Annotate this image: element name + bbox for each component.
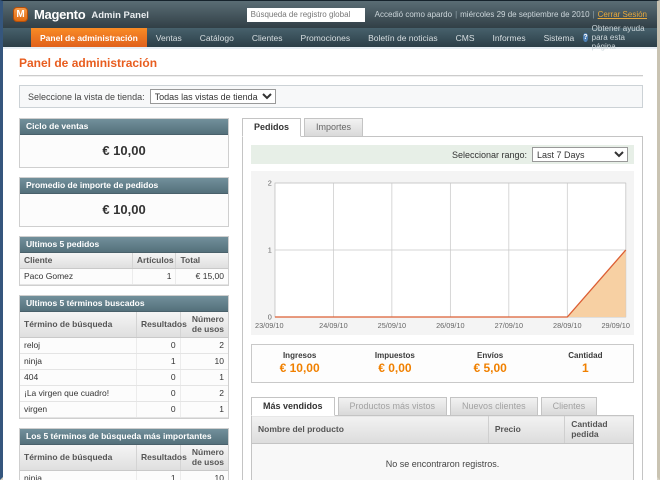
nav-item-clientes[interactable]: Clientes	[251, 33, 283, 43]
average-orders-box: Promedio de importe de pedidos € 10,00	[19, 177, 229, 227]
svg-text:27/09/10: 27/09/10	[495, 322, 524, 330]
svg-text:0: 0	[268, 314, 272, 322]
nav-item-catalogo[interactable]: Catálogo	[199, 33, 234, 43]
store-view-switcher: Seleccione la vista de tienda: Todas las…	[19, 85, 643, 108]
column-header[interactable]: Término de búsqueda	[20, 312, 137, 338]
table-row: virgen 0 1	[20, 401, 228, 418]
table-row: ninja 1 10	[20, 353, 228, 370]
column-header[interactable]: Artículos	[132, 253, 177, 269]
table-row: reloj 0 2	[20, 337, 228, 354]
global-search-input[interactable]	[246, 7, 365, 22]
tab-importes[interactable]: Importes	[304, 118, 364, 137]
lifetime-sales-title: Ciclo de ventas	[20, 119, 228, 135]
column-header[interactable]: Precio	[488, 415, 566, 444]
chart-tabs: Pedidos Importes	[242, 118, 643, 137]
date-text: miércoles 29 de septiembre de 2010	[460, 10, 590, 19]
page-title: Panel de administración	[19, 56, 158, 70]
logo-title: Magento	[34, 7, 86, 22]
logout-link[interactable]: Cerrar Sesión	[597, 10, 647, 19]
empty-records-message: No se encontraron registros.	[251, 443, 634, 480]
tab-nuevos-clientes[interactable]: Nuevos clientes	[450, 397, 538, 416]
nav-item-informes[interactable]: Informes	[492, 33, 526, 43]
main-nav: Panel de administración Ventas Catálogo …	[3, 24, 657, 51]
header-session-info: Accedió como apardo | miércoles 29 de sept…	[374, 10, 647, 19]
total-ingresos: Ingresos € 10,00	[279, 351, 320, 375]
last-search-terms-title: Ultimos 5 términos buscados	[20, 296, 228, 312]
store-view-select[interactable]: Todas las vistas de tienda	[149, 89, 276, 104]
chart-panel: Seleccionar rango: Last 7 Days 0 1 2 23/09/…	[242, 136, 643, 480]
top-search-terms-box: Los 5 términos de búsqueda más important…	[19, 428, 229, 480]
svg-text:25/09/10: 25/09/10	[378, 322, 407, 330]
logged-in-text: Accedió como apardo	[374, 10, 453, 19]
table-row: 404 0 1	[20, 369, 228, 386]
column-header[interactable]: Cliente	[20, 253, 133, 269]
column-header[interactable]: Número de usos	[180, 312, 228, 338]
tab-productos-mas-vistos[interactable]: Productos más vistos	[337, 397, 448, 416]
last-search-terms-box: Ultimos 5 términos buscados Término de b…	[19, 295, 229, 419]
logo-subtitle: Admin Panel	[91, 10, 149, 21]
title-divider	[19, 75, 643, 76]
lifetime-sales-value: € 10,00	[102, 143, 146, 158]
tab-pedidos[interactable]: Pedidos	[242, 118, 302, 137]
last-orders-box: Ultimos 5 pedidos Cliente Artículos Tota…	[19, 236, 229, 286]
column-header[interactable]: Cantidad pedida	[564, 415, 634, 444]
nav-item-boletin[interactable]: Boletín de noticias	[368, 33, 438, 43]
column-header[interactable]: Término de búsqueda	[20, 445, 137, 471]
last-search-terms-table: Término de búsqueda Resultados Número de…	[20, 312, 228, 418]
lifetime-sales-box: Ciclo de ventas € 10,00	[19, 118, 229, 168]
total-cantidad: Cantidad 1	[568, 351, 603, 375]
average-orders-title: Promedio de importe de pedidos	[20, 178, 228, 194]
nav-item-promociones[interactable]: Promociones	[300, 33, 351, 43]
column-header[interactable]: Resultados	[136, 312, 187, 338]
total-impuestos: Impuestos € 0,00	[374, 351, 415, 375]
top-search-terms-table: Término de búsqueda Resultados Número de…	[20, 445, 228, 480]
svg-text:1: 1	[268, 247, 272, 255]
totals-bar: Ingresos € 10,00 Impuestos € 0,00 Envíos…	[251, 344, 634, 383]
column-header[interactable]: Nombre del producto	[251, 415, 489, 444]
magento-logo-icon: M	[13, 7, 28, 22]
total-envios: Envíos € 5,00	[473, 351, 507, 375]
column-header[interactable]: Número de usos	[180, 445, 228, 471]
nav-item-dashboard[interactable]: Panel de administración	[31, 28, 147, 47]
svg-text:24/09/10: 24/09/10	[319, 322, 348, 330]
column-header[interactable]: Total	[175, 253, 228, 269]
nav-item-sistema[interactable]: Sistema	[543, 33, 575, 43]
table-row: ¡La virgen que cuadro! 0 2	[20, 385, 228, 402]
tab-clientes[interactable]: Clientes	[540, 397, 598, 416]
svg-text:2: 2	[268, 180, 272, 188]
svg-text:23/09/10: 23/09/10	[255, 322, 284, 330]
last-orders-title: Ultimos 5 pedidos	[20, 237, 228, 253]
header-bar: M Magento Admin Panel Accedió como apard…	[3, 1, 657, 28]
column-header[interactable]: Resultados	[136, 445, 187, 471]
help-label: Obtener ayuda para esta página	[591, 24, 645, 51]
nav-item-cms[interactable]: CMS	[455, 33, 475, 43]
help-icon: ?	[583, 33, 588, 42]
table-row: ninja 1 10	[20, 470, 228, 480]
bestsellers-grid: Nombre del producto Precio Cantidad pedi…	[251, 415, 634, 480]
svg-text:29/09/10: 29/09/10	[601, 322, 630, 330]
tab-mas-vendidos[interactable]: Más vendidos	[251, 397, 335, 416]
help-link[interactable]: ? Obtener ayuda para esta página	[583, 24, 657, 51]
orders-chart: 0 1 2 23/09/10 24/09/10 25/09/10 26/09/10 27/09…	[251, 171, 634, 335]
range-selector-bar: Seleccionar rango: Last 7 Days	[251, 145, 634, 164]
range-label: Seleccionar rango:	[451, 149, 527, 160]
average-orders-value: € 10,00	[102, 202, 146, 217]
page-content: Panel de administración Seleccione la vi…	[3, 47, 657, 480]
table-row: Paco Gomez 1 € 15,00	[20, 268, 228, 285]
nav-item-ventas[interactable]: Ventas	[155, 33, 182, 43]
last-orders-table: Cliente Artículos Total Paco Gomez 1 € 15,…	[20, 253, 228, 285]
top-search-terms-title: Los 5 términos de búsqueda más important…	[20, 429, 228, 445]
svg-text:26/09/10: 26/09/10	[436, 322, 465, 330]
orders-area-chart: 0 1 2 23/09/10 24/09/10 25/09/10 26/09/10 27/09…	[255, 180, 630, 330]
dashboard-right-column: Pedidos Importes Seleccionar rango: Last…	[242, 118, 643, 480]
store-view-label: Seleccione la vista de tienda:	[28, 91, 145, 102]
svg-text:28/09/10: 28/09/10	[553, 322, 582, 330]
dashboard-left-column: Ciclo de ventas € 10,00 Promedio de impo…	[19, 118, 229, 480]
products-tabs: Más vendidos Productos más vistos Nuevos…	[251, 397, 634, 416]
range-select[interactable]: Last 7 Days	[532, 147, 628, 162]
